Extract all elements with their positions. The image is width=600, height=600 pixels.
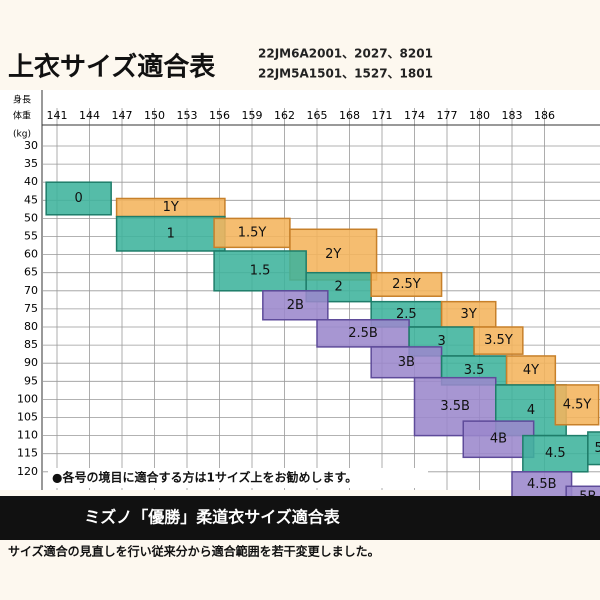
weight-tick: 75 bbox=[24, 302, 38, 315]
size-label: 4B bbox=[490, 432, 507, 447]
model-line: 22JM6A2001、2027、8201 bbox=[258, 47, 433, 61]
height-label: 身長 bbox=[13, 94, 31, 106]
size-label: 1Y bbox=[163, 200, 179, 215]
size-label: 3.5Y bbox=[484, 333, 513, 348]
size-region bbox=[440, 300, 497, 328]
height-tick: 159 bbox=[242, 109, 263, 122]
size-label: 3B bbox=[398, 355, 415, 370]
weight-tick: 70 bbox=[24, 284, 38, 297]
size-region bbox=[473, 326, 524, 355]
size-label: 4.5B bbox=[527, 477, 557, 492]
size-region bbox=[45, 181, 112, 216]
note-box bbox=[48, 468, 428, 488]
size-region bbox=[587, 431, 600, 466]
footer: サイズ適合の見直しを行い従来分から適合範囲を若干変更しました。 bbox=[8, 544, 380, 559]
height-tick: 156 bbox=[209, 109, 230, 122]
height-tick: 171 bbox=[372, 109, 393, 122]
size-label: 2.5 bbox=[396, 307, 417, 322]
weight-tick: 100 bbox=[17, 392, 38, 405]
size-label: 2.5B bbox=[348, 326, 378, 341]
height-tick: 162 bbox=[274, 109, 295, 122]
size-label: 3.5 bbox=[464, 363, 485, 378]
weight-tick: 110 bbox=[17, 429, 38, 442]
size-label: 2B bbox=[287, 298, 304, 313]
height-tick: 150 bbox=[144, 109, 165, 122]
weight-tick: 30 bbox=[24, 139, 38, 152]
weight-tick: 90 bbox=[24, 356, 38, 369]
size-label: 2Y bbox=[325, 247, 341, 262]
height-tick: 144 bbox=[79, 109, 100, 122]
weight-tick: 55 bbox=[24, 230, 38, 243]
height-tick: 168 bbox=[339, 109, 360, 122]
weight-tick: 95 bbox=[24, 374, 38, 387]
size-label: 2.5Y bbox=[392, 277, 421, 292]
title: 上衣サイズ適合表 bbox=[8, 52, 216, 83]
size-region bbox=[505, 355, 557, 386]
size-region bbox=[462, 420, 535, 459]
size-region bbox=[522, 434, 589, 473]
height-tick: 141 bbox=[47, 109, 68, 122]
size-region bbox=[262, 290, 329, 321]
model-line: 22JM5A1501、1527、1801 bbox=[258, 67, 433, 81]
weight-tick: 45 bbox=[24, 193, 38, 206]
height-tick: 177 bbox=[437, 109, 458, 122]
size-region bbox=[370, 271, 443, 297]
note: ●各号の境目に適合する方は1サイズ上をお勧めします。 bbox=[52, 470, 357, 485]
size-label: 2 bbox=[335, 280, 343, 295]
weight-tick: 40 bbox=[24, 175, 38, 188]
weight-label: 体重 bbox=[13, 110, 31, 122]
height-tick: 153 bbox=[177, 109, 198, 122]
size-region bbox=[213, 250, 307, 292]
weight-tick: 105 bbox=[17, 411, 38, 424]
banner-band bbox=[0, 496, 600, 540]
weight-tick: 60 bbox=[24, 248, 38, 261]
height-tick: 186 bbox=[534, 109, 555, 122]
weight-tick: 50 bbox=[24, 211, 38, 224]
size-label: 1.5Y bbox=[238, 225, 267, 240]
size-label: 1 bbox=[167, 226, 175, 241]
size-label: 3.5B bbox=[440, 399, 470, 414]
size-label: 4.5Y bbox=[563, 397, 592, 412]
size-region bbox=[554, 384, 600, 426]
size-label: 3Y bbox=[461, 307, 477, 322]
weight-tick: 35 bbox=[24, 157, 38, 170]
height-tick: 183 bbox=[502, 109, 523, 122]
weight-tick: 85 bbox=[24, 338, 38, 351]
height-tick: 180 bbox=[469, 109, 490, 122]
size-label: 0 bbox=[75, 191, 83, 206]
weight-tick: 80 bbox=[24, 320, 38, 333]
size-label: 4Y bbox=[523, 363, 539, 378]
size-label: 5 bbox=[595, 441, 600, 456]
banner: ミズノ「優勝」柔道衣サイズ適合表 bbox=[84, 508, 341, 527]
size-label: 4 bbox=[527, 403, 535, 418]
height-tick: 174 bbox=[404, 109, 425, 122]
height-tick: 165 bbox=[307, 109, 328, 122]
size-label: 1.5 bbox=[250, 263, 271, 278]
weight-tick: 120 bbox=[17, 465, 38, 478]
size-region bbox=[316, 319, 410, 348]
weight-tick: 65 bbox=[24, 266, 38, 279]
size-label: 4.5 bbox=[545, 446, 566, 461]
size-region bbox=[115, 215, 226, 252]
weight-tick: 115 bbox=[17, 447, 38, 460]
height-tick: 147 bbox=[112, 109, 133, 122]
size-label: 3 bbox=[437, 334, 445, 349]
weight-unit: (kg) bbox=[13, 130, 31, 140]
